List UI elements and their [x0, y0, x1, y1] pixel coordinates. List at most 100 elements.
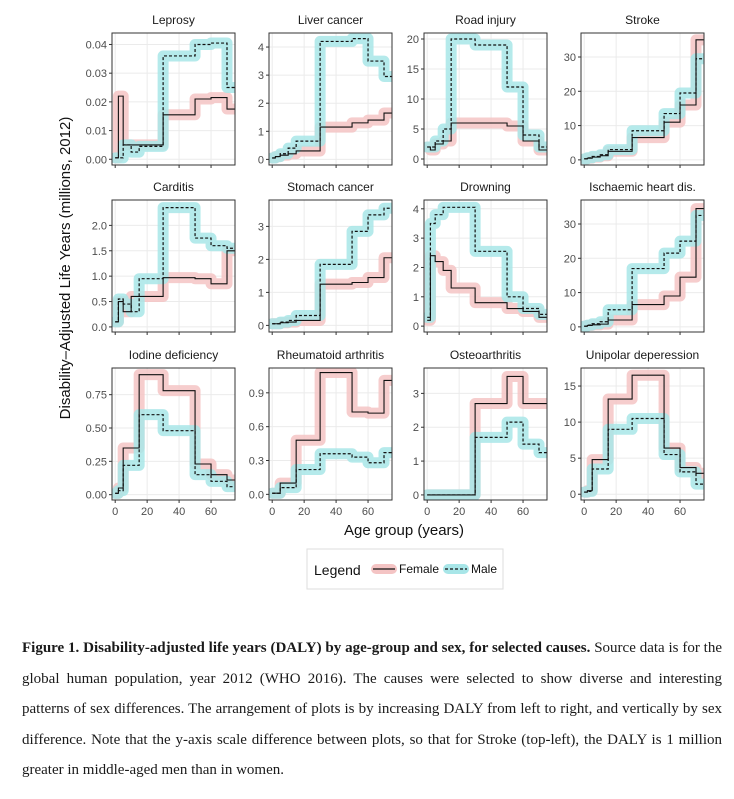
y-tick-label: 0.03	[86, 68, 107, 80]
series-male-line	[115, 414, 235, 494]
panel-osteoarthritis: Osteoarthritis 0 1 2 3 0 20 40 60	[413, 348, 548, 518]
y-tick-label: 0	[258, 154, 264, 166]
y-tick-label: 1	[258, 126, 264, 138]
y-tick-label: 20	[564, 86, 576, 98]
panel-series	[581, 34, 704, 165]
panel-title: Carditis	[153, 180, 194, 194]
x-tick-label: 40	[642, 506, 654, 518]
panel-title: Unipolar deperession	[586, 348, 699, 362]
panel-ischaemic-heart-dis: Ischaemic heart dis. 0 10 20 30	[564, 180, 705, 335]
y-tick-label: 0	[413, 321, 419, 333]
panel-title: Liver cancer	[298, 13, 363, 27]
y-tick-label: 0.75	[86, 390, 107, 402]
panel-series	[269, 202, 392, 330]
panel-carditis: Carditis 0.0 0.5 1.0 1.5 2.0	[92, 180, 236, 335]
panel-series	[424, 201, 547, 326]
y-tick-label: 0.9	[249, 388, 264, 400]
y-tick-label: 3	[258, 221, 264, 233]
x-tick-label: 0	[581, 506, 587, 518]
y-tick-label: 0.0	[92, 322, 107, 334]
y-tick-label: 10	[564, 417, 576, 429]
y-tick-label: 5	[570, 453, 576, 465]
y-tick-label: 4	[413, 204, 419, 216]
panel-title: Stroke	[625, 13, 660, 27]
panel-border	[268, 367, 393, 501]
series-male-line	[115, 207, 235, 323]
y-tick-label: 0	[570, 489, 576, 501]
panel-liver-cancer: Liver cancer 0 1 2 3 4	[258, 13, 393, 168]
y-tick-label: 1	[413, 456, 419, 468]
panel-title: Road injury	[455, 13, 516, 27]
y-tick-label: 3	[413, 388, 419, 400]
y-tick-label: 3	[413, 233, 419, 245]
y-tick-label: 0	[258, 320, 264, 332]
y-tick-label: 0.50	[86, 423, 107, 435]
y-tick-label: 1.5	[92, 246, 107, 258]
y-tick-label: 0.6	[249, 422, 264, 434]
y-tick-label: 0.04	[86, 39, 107, 51]
panel-title: Iodine deficiency	[129, 348, 218, 362]
x-tick-label: 0	[112, 506, 118, 518]
x-tick-label: 0	[424, 506, 430, 518]
legend: Legend Female Male	[306, 548, 504, 590]
y-tick-label: 15	[407, 64, 419, 76]
y-tick-label: 10	[564, 288, 576, 300]
y-tick-label: 5	[413, 124, 419, 136]
legend-male-label: Male	[471, 562, 497, 576]
panel-background	[581, 368, 704, 500]
series-female-line	[584, 39, 704, 160]
y-tick-label: 20	[407, 34, 419, 46]
panel-series	[112, 37, 235, 164]
panel-rheumatoid-arthritis: Rheumatoid arthritis 0.0 0.3 0.6 0.9 0 20 40 60	[249, 348, 393, 518]
y-tick-label: 2	[413, 262, 419, 274]
panel-border	[580, 199, 705, 333]
y-tick-label: 0.01	[86, 126, 107, 138]
y-tick-label: 4	[258, 42, 264, 54]
panel-series	[424, 370, 547, 500]
series-female-line	[272, 371, 392, 494]
panel-title: Leprosy	[152, 13, 195, 27]
caption-title: Figure 1. Disability-adjusted life years…	[22, 640, 591, 656]
x-tick-label: 40	[330, 506, 342, 518]
y-tick-label: 15	[564, 381, 576, 393]
panel-series	[581, 369, 704, 498]
y-tick-label: 0.5	[92, 297, 107, 309]
y-tick-label: 0.25	[86, 456, 107, 468]
y-tick-label: 2	[413, 422, 419, 434]
panel-leprosy: Leprosy 0.00 0.01 0.02 0.03 0.04	[86, 13, 236, 168]
y-tick-label: 10	[407, 94, 419, 106]
y-tick-label: 2	[258, 254, 264, 266]
series-male-line	[272, 38, 392, 159]
panel-border	[111, 199, 236, 333]
series-male-line	[427, 206, 547, 318]
series-male-line	[427, 421, 547, 496]
panel-border	[580, 32, 705, 166]
panel-border	[580, 367, 705, 501]
x-tick-label: 60	[674, 506, 686, 518]
panel-series	[424, 33, 547, 156]
y-tick-label: 0	[413, 154, 419, 166]
series-male-line	[272, 452, 392, 494]
y-tick-label: 2	[258, 98, 264, 110]
y-tick-label: 20	[564, 253, 576, 265]
y-tick-label: 0	[413, 490, 419, 502]
panel-series	[581, 203, 704, 332]
caption-body: Source data is for the global human popu…	[22, 640, 722, 778]
x-tick-label: 60	[362, 506, 374, 518]
panel-border	[423, 367, 548, 501]
y-axis-label: Disability–Adjusted Life Years (millions…	[57, 117, 74, 420]
x-axis-label: Age group (years)	[344, 522, 464, 539]
panel-title: Drowning	[460, 180, 511, 194]
x-tick-label: 20	[141, 506, 153, 518]
series-female-line	[272, 257, 392, 325]
y-tick-label: 3	[258, 70, 264, 82]
x-tick-label: 20	[298, 506, 310, 518]
y-tick-label: 30	[564, 52, 576, 64]
y-tick-label: 10	[564, 121, 576, 133]
figure-caption: Figure 1. Disability-adjusted life years…	[22, 633, 722, 786]
legend-female-label: Female	[399, 562, 439, 576]
series-female-line	[115, 250, 235, 323]
x-tick-label: 60	[205, 506, 217, 518]
